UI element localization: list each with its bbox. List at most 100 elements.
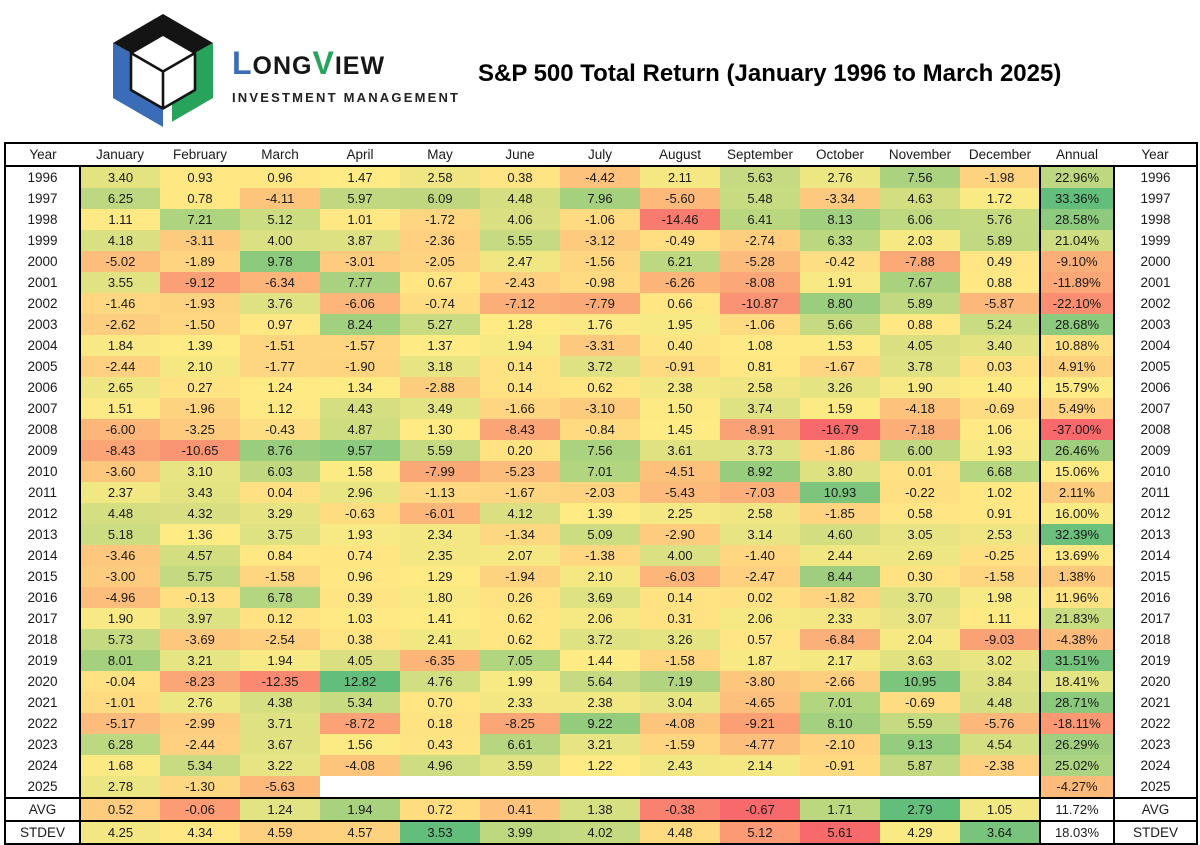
cell-2000-annual: -9.10% bbox=[1039, 251, 1115, 272]
year-row-2017: 2017 1.90 3.97 0.12 1.03 1.41 0.62 2.06 0.31 2.06… bbox=[5, 608, 1197, 629]
cell-2011-december: 1.02 bbox=[960, 482, 1040, 503]
cell-2003-february: -1.50 bbox=[160, 314, 240, 335]
cell-2017-january: 1.90 bbox=[80, 608, 160, 629]
year-cell-right-2004: 2004 bbox=[1114, 335, 1197, 356]
longview-cube-logo bbox=[113, 14, 213, 127]
year-row-2007: 2007 1.51 -1.96 1.12 4.43 3.49 -1.66 -3.10 1.50 3… bbox=[5, 398, 1197, 419]
summary-label-left-avg: AVG bbox=[5, 797, 81, 821]
cell-2023-may: 0.43 bbox=[400, 734, 480, 755]
cell-2000-july: -1.56 bbox=[560, 251, 640, 272]
cell-2007-april: 4.43 bbox=[320, 398, 400, 419]
summary-label-left-stdev: STDEV bbox=[5, 820, 81, 844]
year-cell-left-2004: 2004 bbox=[5, 335, 81, 356]
cell-2016-june: 0.26 bbox=[480, 587, 560, 608]
cell-2004-may: 1.37 bbox=[400, 335, 480, 356]
year-row-1997: 1997 6.25 0.78 -4.11 5.97 6.09 4.48 7.96 -5.60 5.… bbox=[5, 188, 1197, 209]
cell-avg-october: 1.71 bbox=[800, 797, 880, 821]
cell-2010-april: 1.58 bbox=[320, 461, 400, 482]
cell-1996-september: 5.63 bbox=[720, 166, 800, 188]
cell-1998-march: 5.12 bbox=[240, 209, 320, 230]
cell-2013-april: 1.93 bbox=[320, 524, 400, 545]
cell-2005-september: 0.81 bbox=[720, 356, 800, 377]
cell-2015-november: 0.30 bbox=[880, 566, 960, 587]
year-cell-right-2017: 2017 bbox=[1114, 608, 1197, 629]
cell-1997-june: 4.48 bbox=[480, 188, 560, 209]
cell-avg-july: 1.38 bbox=[560, 797, 640, 821]
cell-2016-march: 6.78 bbox=[240, 587, 320, 608]
year-cell-left-2001: 2001 bbox=[5, 272, 81, 293]
cell-2010-august: -4.51 bbox=[640, 461, 720, 482]
cell-avg-march: 1.24 bbox=[240, 797, 320, 821]
cell-avg-september: -0.67 bbox=[720, 797, 800, 821]
cell-1999-september: -2.74 bbox=[720, 230, 800, 251]
year-cell-right-2022: 2022 bbox=[1114, 713, 1197, 734]
cell-2005-november: 3.78 bbox=[880, 356, 960, 377]
cell-2001-october: 1.91 bbox=[800, 272, 880, 293]
cell-2011-may: -1.13 bbox=[400, 482, 480, 503]
cell-2002-june: -7.12 bbox=[480, 293, 560, 314]
year-cell-left-2016: 2016 bbox=[5, 587, 81, 608]
column-header-february: February bbox=[160, 143, 240, 167]
cell-2025-november bbox=[880, 776, 960, 798]
year-cell-right-2018: 2018 bbox=[1114, 629, 1197, 650]
cell-2005-february: 2.10 bbox=[160, 356, 240, 377]
year-cell-right-2005: 2005 bbox=[1114, 356, 1197, 377]
cell-2023-january: 6.28 bbox=[80, 734, 160, 755]
year-cell-left-2020: 2020 bbox=[5, 671, 81, 692]
cell-2015-march: -1.58 bbox=[240, 566, 320, 587]
year-row-2012: 2012 4.48 4.32 3.29 -0.63 -6.01 4.12 1.39 2.25 2.… bbox=[5, 503, 1197, 524]
year-row-2023: 2023 6.28 -2.44 3.67 1.56 0.43 6.61 3.21 -1.59 -4… bbox=[5, 734, 1197, 755]
cell-2013-june: -1.34 bbox=[480, 524, 560, 545]
cell-2024-february: 5.34 bbox=[160, 755, 240, 776]
cell-2015-june: -1.94 bbox=[480, 566, 560, 587]
cell-2003-march: 0.97 bbox=[240, 314, 320, 335]
cell-2011-october: 10.93 bbox=[800, 482, 880, 503]
cell-2004-august: 0.40 bbox=[640, 335, 720, 356]
cell-2008-november: -7.18 bbox=[880, 419, 960, 440]
cell-2016-april: 0.39 bbox=[320, 587, 400, 608]
summary-label-right-avg: AVG bbox=[1114, 797, 1197, 821]
cell-2007-november: -4.18 bbox=[880, 398, 960, 419]
cell-2015-january: -3.00 bbox=[80, 566, 160, 587]
cell-2015-october: 8.44 bbox=[800, 566, 880, 587]
year-cell-left-2011: 2011 bbox=[5, 482, 81, 503]
cell-2018-december: -9.03 bbox=[960, 629, 1040, 650]
cell-2022-april: -8.72 bbox=[320, 713, 400, 734]
cell-2023-february: -2.44 bbox=[160, 734, 240, 755]
cell-2018-september: 0.57 bbox=[720, 629, 800, 650]
cell-2016-october: -1.82 bbox=[800, 587, 880, 608]
year-row-2021: 2021 -1.01 2.76 4.38 5.34 0.70 2.33 2.38 3.04 -4.… bbox=[5, 692, 1197, 713]
cell-2010-july: 7.01 bbox=[560, 461, 640, 482]
cell-2021-annual: 28.71% bbox=[1039, 692, 1115, 713]
summary-label-right-stdev: STDEV bbox=[1114, 820, 1197, 844]
cell-2023-april: 1.56 bbox=[320, 734, 400, 755]
cell-2024-may: 4.96 bbox=[400, 755, 480, 776]
cell-2008-july: -0.84 bbox=[560, 419, 640, 440]
year-row-2020: 2020 -0.04 -8.23 -12.35 12.82 4.76 1.99 5.64 7.1… bbox=[5, 671, 1197, 692]
cell-1997-july: 7.96 bbox=[560, 188, 640, 209]
cell-2013-january: 5.18 bbox=[80, 524, 160, 545]
cell-2013-october: 4.60 bbox=[800, 524, 880, 545]
cell-stdev-september: 5.12 bbox=[720, 820, 800, 844]
cell-2021-november: -0.69 bbox=[880, 692, 960, 713]
year-cell-left-2024: 2024 bbox=[5, 755, 81, 776]
cell-2004-november: 4.05 bbox=[880, 335, 960, 356]
year-cell-right-2016: 2016 bbox=[1114, 587, 1197, 608]
cell-1998-february: 7.21 bbox=[160, 209, 240, 230]
year-cell-right-2015: 2015 bbox=[1114, 566, 1197, 587]
cell-1996-may: 2.58 bbox=[400, 166, 480, 188]
cell-2003-annual: 28.68% bbox=[1039, 314, 1115, 335]
cell-2000-october: -0.42 bbox=[800, 251, 880, 272]
summary-row-avg: AVG 0.52 -0.06 1.24 1.94 0.72 0.41 1.38 -0.38 -0.… bbox=[5, 797, 1197, 821]
column-header-june: June bbox=[480, 143, 560, 167]
year-cell-right-2008: 2008 bbox=[1114, 419, 1197, 440]
cell-2004-june: 1.94 bbox=[480, 335, 560, 356]
cell-2025-january: 2.78 bbox=[80, 776, 160, 798]
heatmap-container: Year January February March April May June July… bbox=[0, 142, 1200, 845]
cell-2008-june: -8.43 bbox=[480, 419, 560, 440]
cell-2004-july: -3.31 bbox=[560, 335, 640, 356]
cell-2006-annual: 15.79% bbox=[1039, 377, 1115, 398]
year-row-2016: 2016 -4.96 -0.13 6.78 0.39 1.80 0.26 3.69 0.14 0.… bbox=[5, 587, 1197, 608]
cell-2015-august: -6.03 bbox=[640, 566, 720, 587]
cell-2003-december: 5.24 bbox=[960, 314, 1040, 335]
